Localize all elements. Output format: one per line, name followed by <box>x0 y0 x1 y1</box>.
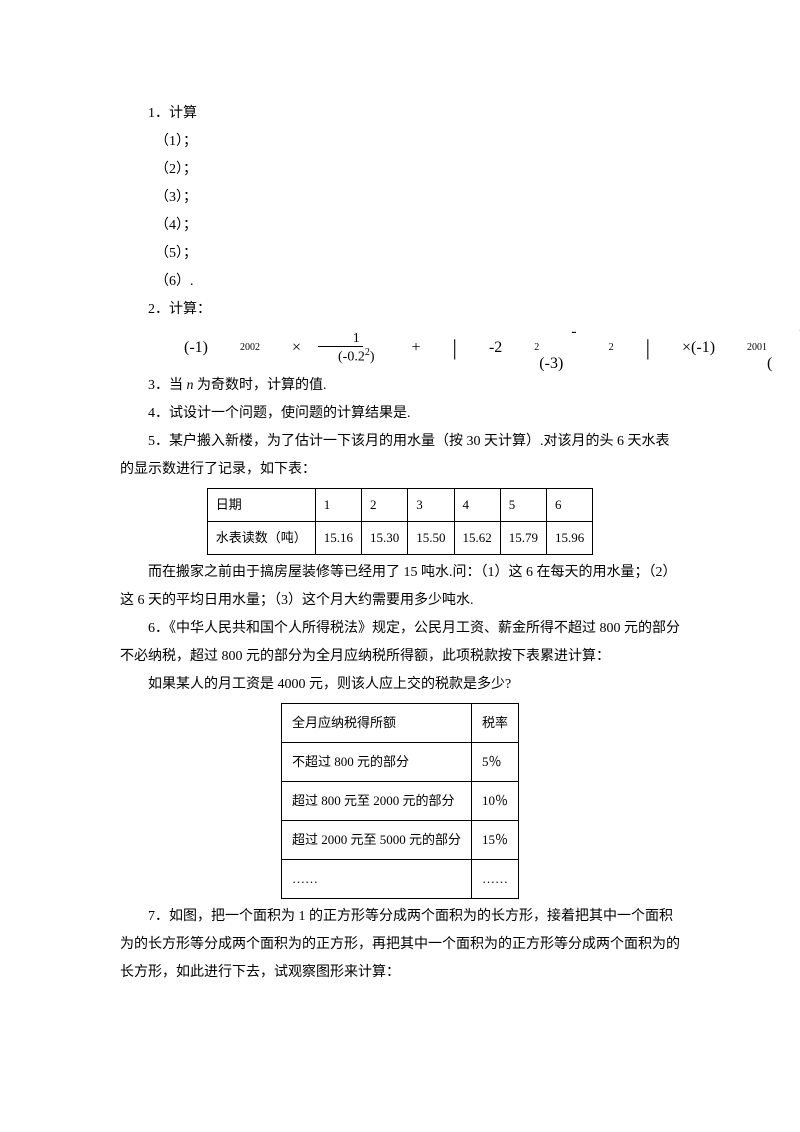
table-row: 全月应纳税得所额 税率 <box>281 704 518 743</box>
document-body: 1．计算 （1）； （2）； （3）； （4）； （5）； （6）. 2．计算：… <box>120 100 680 987</box>
table-row: 超过 800 元至 2000 元的部分 10％ <box>281 782 518 821</box>
f-frac1-num: 1 <box>318 331 363 347</box>
q5-line2: 而在搬家之前由于搞房屋装修等已经用了 15 吨水.问：（1）这 6 在每天的用水… <box>120 559 680 615</box>
q5-t-r2c0: 水表读数（吨） <box>207 522 315 555</box>
f-a-base: (-1) <box>152 332 208 364</box>
table-row: 超过 2000 元至 5000 元的部分 15％ <box>281 821 518 860</box>
table-row: 不超过 800 元的部分 5％ <box>281 743 518 782</box>
f-abs-t1: -2 <box>457 332 502 364</box>
q4-text: 4．试设计一个问题，使问题的计算结果是. <box>120 400 680 428</box>
table-row: …… …… <box>281 860 518 899</box>
q1-item-5: （5）； <box>120 240 680 268</box>
q6-r1c1: 5％ <box>472 743 519 782</box>
f-b-base: ×(-1) <box>650 332 715 364</box>
q7-text: 7．如图，把一个面积为 1 的正方形等分成两个面积为的长方形，接着把其中一个面积… <box>120 903 680 987</box>
q5-line1: 5．某户搬入新楼，为了估计一下该月的用水量（按 30 天计算）.对该月的头 6 … <box>120 428 680 484</box>
q6-r4c0: …… <box>281 860 471 899</box>
q5-t-r1c6: 6 <box>547 489 593 522</box>
q6-r4c1: …… <box>472 860 519 899</box>
q5-t-r2c4: 15.62 <box>454 522 500 555</box>
q5-t-r1c3: 3 <box>408 489 454 522</box>
q5-t-r1c5: 5 <box>500 489 546 522</box>
f-abs-open: | <box>421 326 457 370</box>
q5-t-r2c2: 15.30 <box>362 522 408 555</box>
q5-t-r2c5: 15.79 <box>500 522 546 555</box>
q6-r3c0: 超过 2000 元至 5000 元的部分 <box>281 821 471 860</box>
q1-item-4: （4）； <box>120 212 680 240</box>
q6-line2: 如果某人的月工资是 4000 元，则该人应上交的税款是多少? <box>120 671 680 699</box>
q6-table: 全月应纳税得所额 税率 不超过 800 元的部分 5％ 超过 800 元至 20… <box>281 703 519 899</box>
q1-item-6: （6）. <box>120 268 680 296</box>
f-times-1: × <box>260 332 301 364</box>
q3-text: 3．当 n 为奇数时，计算的值. <box>120 372 680 400</box>
q1-item-3: （3）； <box>120 184 680 212</box>
f-abs-close: | <box>614 326 650 370</box>
f-abs-t1-exp: 2 <box>502 338 539 358</box>
q6-th-1: 税率 <box>472 704 519 743</box>
q6-line1: 6．《中华人民共和国个人所得税法》规定，公民月工资、薪金所得不超过 800 元的… <box>120 615 680 671</box>
f-frac1-den: (-0.22) <box>303 347 378 365</box>
table-row: 水表读数（吨） 15.16 15.30 15.50 15.62 15.79 15… <box>207 522 593 555</box>
q5-t-r1c1: 1 <box>315 489 361 522</box>
q6-table-wrap: 全月应纳税得所额 税率 不超过 800 元的部分 5％ 超过 800 元至 20… <box>120 703 680 899</box>
table-row: 日期 1 2 3 4 5 6 <box>207 489 593 522</box>
q6-r2c1: 10％ <box>472 782 519 821</box>
q6-r1c0: 不超过 800 元的部分 <box>281 743 471 782</box>
f-a-exp: 2002 <box>208 338 260 358</box>
q5-t-r2c6: 15.96 <box>547 522 593 555</box>
q1-title: 1．计算 <box>120 100 680 128</box>
q6-th-0: 全月应纳税得所额 <box>281 704 471 743</box>
q2-formula: (-1)2002 × 1 (-0.22) + | -22 -(-3)2 | ×(… <box>120 324 680 372</box>
f-frac1: 1 (-0.22) <box>303 331 378 365</box>
q2-title: 2．计算： <box>120 296 680 324</box>
f-plus1: + <box>380 332 421 364</box>
q5-table: 日期 1 2 3 4 5 6 水表读数（吨） 15.16 15.30 15.50… <box>207 488 594 555</box>
f-b-exp: 2001 <box>715 338 767 358</box>
q1-item-2: （2）； <box>120 156 680 184</box>
q1-item-1: （1）； <box>120 128 680 156</box>
f-plus2: +( <box>767 316 800 380</box>
q6-r2c0: 超过 800 元至 2000 元的部分 <box>281 782 471 821</box>
q5-t-r1c2: 2 <box>362 489 408 522</box>
f-abs-t2-exp: 2 <box>577 338 614 358</box>
q5-table-wrap: 日期 1 2 3 4 5 6 水表读数（吨） 15.16 15.30 15.50… <box>120 488 680 555</box>
f-abs-minus: -(-3) <box>539 316 576 380</box>
q5-t-r2c1: 15.16 <box>315 522 361 555</box>
q6-r3c1: 15％ <box>472 821 519 860</box>
q5-t-r2c3: 15.50 <box>408 522 454 555</box>
q5-t-r1c4: 4 <box>454 489 500 522</box>
q5-t-r1c0: 日期 <box>207 489 315 522</box>
